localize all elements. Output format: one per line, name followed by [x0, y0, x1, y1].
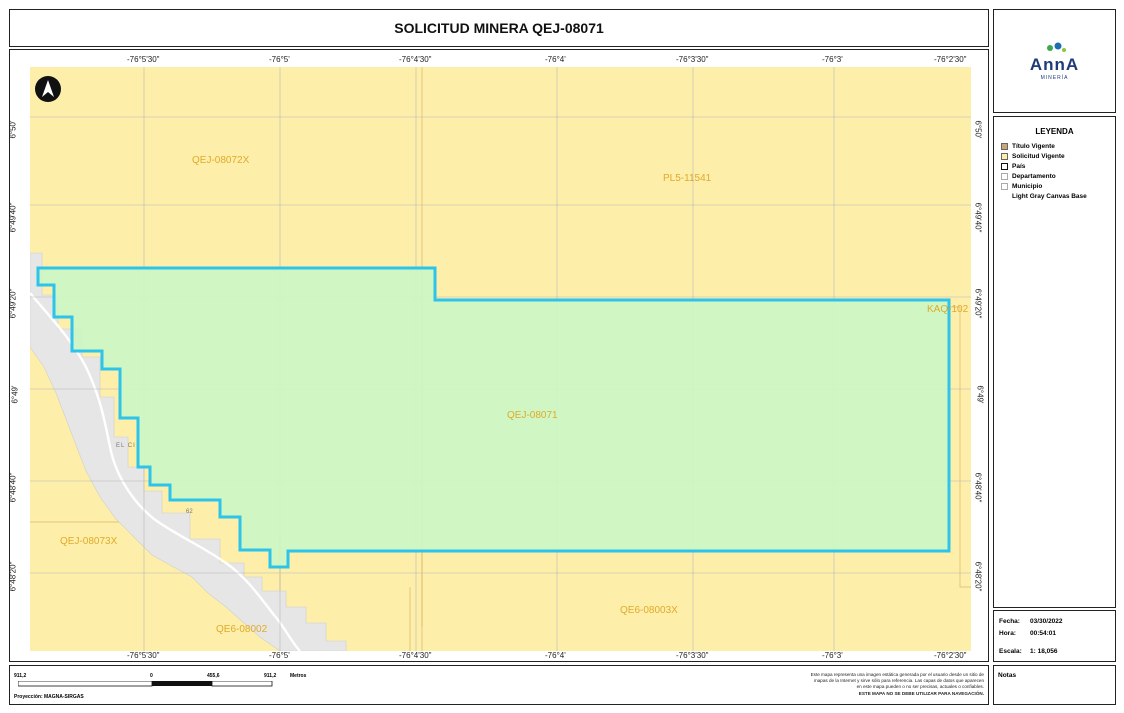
scalebar-left-label: 911,2 [14, 673, 27, 679]
lon-label: -76°4' [545, 651, 566, 660]
fecha-value: 03/30/2022 [1030, 618, 1063, 625]
map-title-box: SOLICITUD MINERA QEJ-08071 [9, 9, 989, 47]
logo-text: AnnA [1029, 55, 1080, 74]
lat-label: 6°48'40" [973, 472, 983, 503]
legend-item-titulo-vigente: Título Vigente [1001, 143, 1055, 150]
scalebar-right-label: 911,2 [264, 673, 277, 679]
lon-label: -76°4' [545, 55, 566, 64]
lon-label: -76°5'30" [127, 651, 160, 660]
road-number-label: 62 [186, 509, 193, 515]
logo-subtext: MINERÍA [1040, 75, 1069, 81]
legend-item-solicitud-vigente: Solicitud Vigente [1001, 153, 1065, 160]
legend-swatch [1001, 163, 1008, 170]
lon-label: -76°5' [269, 651, 290, 660]
lon-label: -76°3' [822, 651, 843, 660]
fecha-label: Fecha: [999, 618, 1020, 625]
qej-08071-polygon[interactable] [36, 266, 951, 569]
escala-label: Escala: [999, 648, 1022, 655]
map-canvas[interactable] [30, 67, 971, 651]
legend-item-light-gray-canvas: Light Gray Canvas Base [1012, 193, 1087, 200]
road-line [30, 292, 301, 651]
legend-item-departamento: Departamento [1001, 173, 1056, 180]
scalebar-unit-label: Metros [290, 673, 307, 679]
escala-value: 1: 18,056 [1030, 648, 1058, 655]
lat-label: 6°49'20" [973, 288, 983, 319]
lat-label: 6°50' [8, 120, 18, 139]
lon-label: -76°3'30" [676, 651, 709, 660]
legend-title: LEYENDA [1035, 127, 1074, 136]
lon-label: -76°5'30" [127, 55, 160, 64]
lon-label: -76°2'30" [934, 55, 967, 64]
legend-swatch [1001, 143, 1008, 150]
legend-item-municipio: Municipio [1001, 183, 1042, 190]
map-frame: -76°5'30" -76°5' -76°4'30" -76°4' -76°3'… [8, 49, 989, 662]
lon-label: -76°3' [822, 55, 843, 64]
footer-box: 911,2 0 455,6 911,2 Metros Proyección: M… [9, 665, 989, 705]
scalebar-icon [18, 681, 273, 687]
lon-label: -76°4'30" [399, 55, 432, 64]
lat-label: 6°49' [10, 385, 20, 404]
info-box: Fecha: 03/30/2022 Hora: 00:54:01 Escala:… [993, 610, 1116, 662]
feature-label-kaq: KAQ-102 [927, 304, 969, 315]
projection-label: Proyección: MAGNA-SIRGAS [14, 694, 84, 700]
scalebar-mid-label: 455,6 [207, 673, 220, 679]
lat-label: 6°48'20" [973, 561, 983, 592]
logo-box: AnnA MINERÍA [993, 9, 1116, 113]
road-corridor [30, 252, 347, 651]
legend-swatch [1001, 183, 1008, 190]
notas-label: Notas [998, 672, 1017, 679]
lon-label: -76°3'30" [676, 55, 709, 64]
town-label: EL CI [116, 443, 136, 449]
lat-label: 6°49' [975, 385, 985, 404]
lat-label: 6°48'40" [8, 472, 18, 503]
lon-label: -76°4'30" [399, 651, 432, 660]
lon-label: -76°2'30" [934, 651, 967, 660]
hora-value: 00:54:01 [1030, 630, 1057, 637]
notas-box: Notas [993, 665, 1116, 705]
legend-item-pais: País [1001, 163, 1025, 170]
lat-label: 6°49'40" [973, 202, 983, 233]
feature-label-qe6-08003x: QE6-08003X [620, 605, 678, 616]
disclaimer-text: Este mapa representa una imagen estática… [810, 672, 984, 696]
feature-label-qej-08073x: QEJ-08073X [60, 536, 118, 547]
anna-logo-icon [1047, 42, 1066, 52]
legend-swatch [1001, 153, 1008, 160]
lat-label: 6°48'20" [8, 561, 18, 592]
lat-label: 6°49'40" [8, 202, 18, 233]
scalebar-zero-label: 0 [150, 673, 153, 679]
lat-label: 6°50' [973, 120, 983, 139]
legend-box: LEYENDA Título Vigente Solicitud Vigente… [993, 116, 1116, 608]
legend-swatch [1001, 173, 1008, 180]
lon-label: -76°5' [269, 55, 290, 64]
hora-label: Hora: [999, 630, 1016, 637]
feature-label-qej-08072x: QEJ-08072X [192, 155, 250, 166]
lat-label: 6°49'20" [8, 288, 18, 319]
map-title: SOLICITUD MINERA QEJ-08071 [394, 20, 604, 36]
feature-label-qej-08071: QEJ-08071 [507, 410, 558, 421]
north-arrow-icon [35, 76, 61, 102]
feature-label-pl5-11541: PL5-11541 [663, 173, 712, 184]
feature-label-qe6-08002: QE6-08002 [216, 624, 268, 635]
